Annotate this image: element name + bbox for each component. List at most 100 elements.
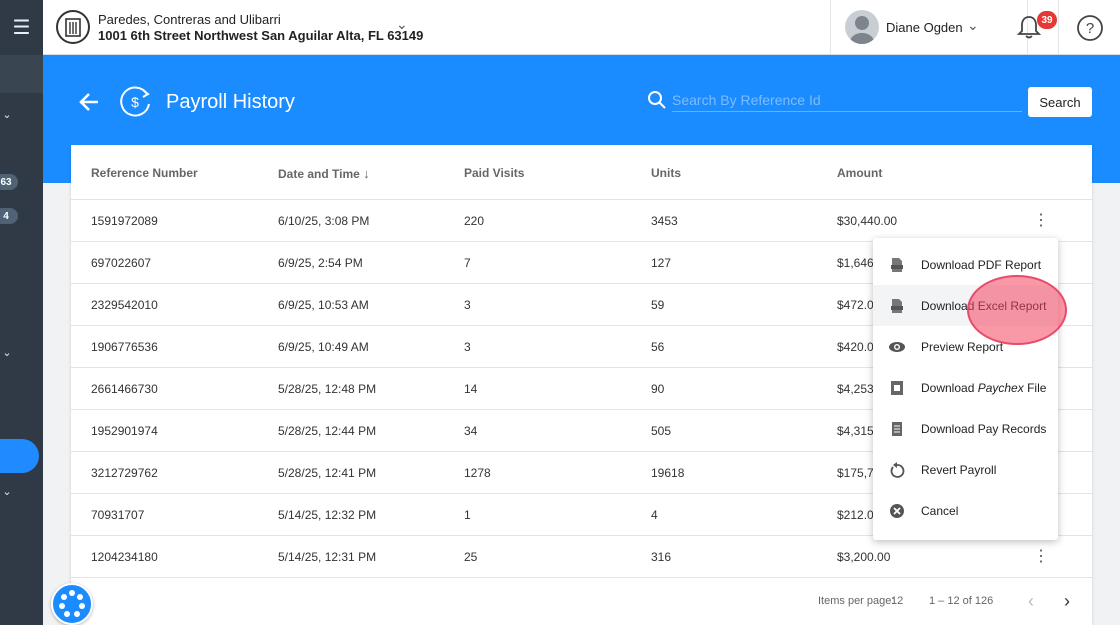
column-header-datetime[interactable]: Date and Time ↓ — [278, 166, 370, 181]
pagination-range: 1 – 12 of 126 — [929, 595, 994, 607]
chevron-down-icon[interactable]: ⌄ — [2, 109, 12, 121]
column-header-amount[interactable]: Amount — [837, 166, 883, 180]
items-per-page-label: Items per page: — [818, 595, 895, 607]
cell-units: 19618 — [651, 466, 685, 480]
chevron-down-icon[interactable]: ⌄ — [967, 17, 979, 33]
chevron-down-icon[interactable]: ⌄ — [2, 347, 12, 359]
launcher-dots-icon[interactable] — [51, 583, 93, 625]
click-cursor-indicator — [967, 275, 1067, 345]
cell-reference: 70931707 — [91, 508, 145, 522]
cell-paid-visits: 3 — [464, 340, 471, 354]
cell-amount: $175,7 — [837, 466, 874, 480]
column-header-reference[interactable]: Reference Number — [91, 166, 198, 180]
user-menu[interactable]: Diane Ogden ⌄ — [830, 0, 1028, 55]
cell-amount: $30,440.00 — [837, 214, 898, 228]
sidebar-section — [0, 55, 43, 93]
chevron-down-icon[interactable]: ⌄ — [2, 486, 12, 498]
cell-paid-visits: 1278 — [464, 466, 491, 480]
cell-units: 90 — [651, 382, 665, 396]
cell-units: 127 — [651, 256, 672, 270]
cell-paid-visits: 7 — [464, 256, 471, 270]
cell-datetime: 5/14/25, 12:32 PM — [278, 508, 377, 522]
building-logo-icon — [56, 10, 90, 44]
column-header-units[interactable]: Units — [651, 166, 681, 180]
table-row[interactable]: 3212729762 5/28/25, 12:41 PM 1278 19618 … — [71, 452, 1092, 494]
user-name: Diane Ogden — [886, 20, 963, 35]
organization-address: 1001 6th Street Northwest San Aguilar Al… — [98, 28, 424, 43]
column-header-paid-visits[interactable]: Paid Visits — [464, 166, 525, 180]
cell-paid-visits: 1 — [464, 508, 471, 522]
sidebar-count-badge: 63 — [0, 174, 18, 190]
items-per-page-select[interactable]: 12 — [891, 595, 904, 607]
table-row[interactable]: 697022607 6/9/25, 2:54 PM 7 127 $1,646 — [71, 242, 1092, 284]
cell-amount: $212.0 — [837, 508, 874, 522]
organization-name: Paredes, Contreras and Ulibarri — [98, 12, 281, 27]
help-button[interactable]: ? — [1058, 0, 1120, 55]
cell-paid-visits: 14 — [464, 382, 478, 396]
svg-text:$: $ — [131, 94, 139, 110]
table-row[interactable]: 1204234180 5/14/25, 12:31 PM 25 316 $3,2… — [71, 536, 1092, 578]
eye-icon — [889, 342, 905, 352]
cell-reference: 1204234180 — [91, 550, 158, 564]
table-row[interactable]: 1952901974 5/28/25, 12:44 PM 34 505 $4,3… — [71, 410, 1092, 452]
menu-item-label-prefix: Download — [921, 381, 978, 395]
cell-datetime: 5/14/25, 12:31 PM — [278, 550, 377, 564]
cell-reference: 3212729762 — [91, 466, 158, 480]
cell-datetime: 6/9/25, 10:49 AM — [278, 340, 369, 354]
hamburger-menu-icon[interactable]: ☰ — [12, 17, 31, 39]
prev-page-chevron-icon[interactable]: ‹ — [1028, 591, 1034, 611]
table-row[interactable]: 70931707 5/14/25, 12:32 PM 1 4 $212.0 — [71, 494, 1092, 536]
notification-count-badge: 39 — [1037, 11, 1057, 29]
cell-amount: $1,646 — [837, 256, 874, 270]
menu-item-label: Preview Report — [921, 340, 1004, 354]
cell-amount: $420.0 — [837, 340, 874, 354]
table-row[interactable]: 1591972089 6/10/25, 3:08 PM 220 3453 $30… — [71, 200, 1092, 242]
cell-paid-visits: 220 — [464, 214, 485, 228]
cell-datetime: 6/9/25, 2:54 PM — [278, 256, 363, 270]
cell-datetime: 5/28/25, 12:41 PM — [278, 466, 377, 480]
cell-units: 3453 — [651, 214, 678, 228]
table-row[interactable]: 1906776536 6/9/25, 10:49 AM 3 56 $420.0 — [71, 326, 1092, 368]
svg-text:?: ? — [1085, 20, 1093, 37]
page-title: Payroll History — [166, 91, 295, 113]
cell-units: 505 — [651, 424, 672, 438]
menu-item-download-paychex[interactable]: Download Paychex File — [873, 367, 1058, 408]
paychex-file-icon — [891, 381, 903, 395]
org-switcher-chevron-icon[interactable]: ⌄ — [396, 16, 408, 32]
menu-item-revert-payroll[interactable]: Revert Payroll — [873, 449, 1058, 490]
cell-reference: 2661466730 — [91, 382, 158, 396]
menu-item-download-pdf[interactable]: Download PDF Report — [873, 244, 1058, 285]
search-icon — [648, 91, 666, 109]
cell-datetime: 6/9/25, 10:53 AM — [278, 298, 369, 312]
menu-item-label: Revert Payroll — [921, 463, 997, 477]
cell-amount: $4,315 — [837, 424, 874, 438]
search-input[interactable] — [672, 88, 1022, 112]
menu-item-label: Download Paychex File — [921, 381, 1046, 395]
cell-reference: 2329542010 — [91, 298, 158, 312]
menu-item-label: Cancel — [921, 504, 959, 518]
cell-datetime: 6/10/25, 3:08 PM — [278, 214, 370, 228]
top-bar: Paredes, Contreras and Ulibarri 1001 6th… — [43, 0, 1120, 55]
menu-item-download-pay-records[interactable]: Download Pay Records — [873, 408, 1058, 449]
cell-amount: $4,253 — [837, 382, 874, 396]
cell-units: 316 — [651, 550, 672, 564]
row-actions-kebab-icon[interactable]: ⋮ — [1033, 212, 1049, 229]
row-actions-kebab-icon[interactable]: ⋮ — [1033, 548, 1049, 565]
sidebar-item-active[interactable] — [0, 439, 39, 473]
help-icon: ? — [1076, 14, 1103, 41]
row-actions-menu: Download PDF Report Download Excel Repor… — [873, 238, 1058, 540]
next-page-chevron-icon[interactable]: › — [1064, 591, 1070, 611]
table-row[interactable]: 2329542010 6/9/25, 10:53 AM 3 59 $472.0 — [71, 284, 1092, 326]
avatar — [845, 10, 879, 44]
sidebar-count-badge: 4 — [0, 208, 18, 224]
search-button[interactable]: Search — [1028, 87, 1092, 117]
cell-datetime: 5/28/25, 12:44 PM — [278, 424, 377, 438]
menu-item-label: Download Pay Records — [921, 422, 1047, 436]
back-arrow-icon[interactable] — [78, 90, 100, 114]
table-row[interactable]: 2661466730 5/28/25, 12:48 PM 14 90 $4,25… — [71, 368, 1092, 410]
notification-bell-icon[interactable] — [1016, 14, 1042, 40]
cell-reference: 1591972089 — [91, 214, 158, 228]
menu-item-preview-report[interactable]: Preview Report — [873, 326, 1058, 367]
menu-item-cancel[interactable]: Cancel — [873, 490, 1058, 531]
column-header-datetime-label: Date and Time — [278, 167, 360, 181]
